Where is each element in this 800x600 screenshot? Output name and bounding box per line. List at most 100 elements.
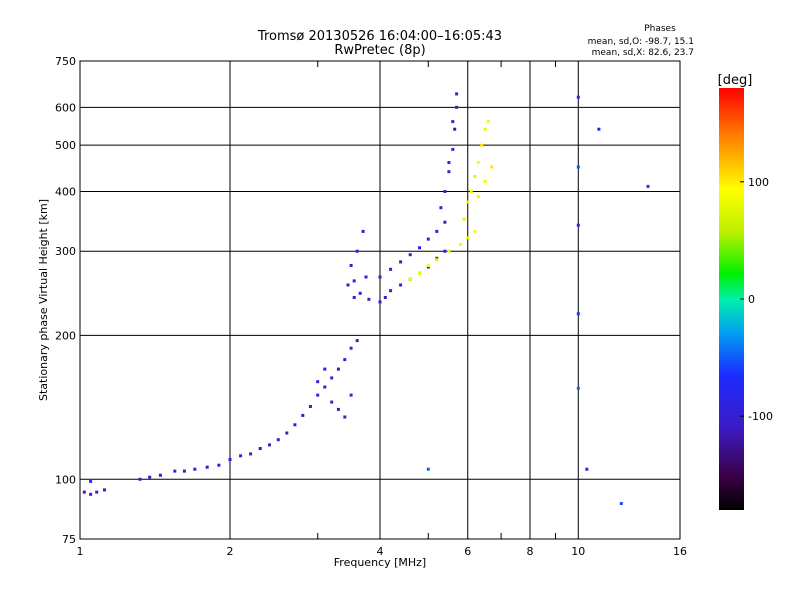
data-point [389, 267, 393, 271]
data-point [439, 206, 443, 210]
colorbar-ticks: -100 0 100 [740, 176, 773, 423]
data-point [389, 289, 393, 293]
data-point [239, 454, 243, 458]
data-point [182, 469, 186, 473]
y-tick-label: 400 [55, 185, 76, 198]
x-tick-label: 8 [527, 545, 534, 558]
data-point [453, 127, 457, 131]
data-point [447, 249, 451, 253]
data-point [323, 385, 327, 389]
data-point [330, 400, 334, 404]
data-point [418, 271, 421, 275]
data-point [378, 300, 382, 304]
data-point [367, 297, 371, 301]
data-point [426, 264, 430, 267]
data-point [443, 220, 447, 224]
colorbar-tick-label: -100 [748, 410, 773, 423]
data-point [336, 367, 340, 371]
data-point [89, 492, 93, 496]
phases-x-stats: mean, sd,X: 82.6, 23.7 [592, 48, 694, 58]
data-point [301, 413, 305, 417]
data-point [480, 143, 484, 147]
x-tick-label: 2 [227, 545, 234, 558]
data-point [447, 170, 451, 174]
data-point [217, 463, 221, 467]
data-point [316, 393, 320, 397]
data-point [293, 423, 297, 427]
data-point [349, 393, 353, 397]
data-point [399, 260, 403, 264]
data-point [346, 283, 350, 287]
data-point [399, 283, 403, 287]
data-point [462, 217, 466, 221]
data-point [443, 249, 447, 253]
plot-area: 1 2 4 6 8 10 16 75 100 200 300 400 500 600 750 [55, 55, 687, 558]
data-point [95, 490, 99, 494]
data-point [323, 367, 327, 371]
data-point [585, 467, 589, 471]
data-point [268, 443, 271, 447]
data-point [473, 229, 477, 233]
data-point [451, 147, 455, 151]
data-point [646, 184, 650, 188]
data-point [364, 275, 368, 279]
colorbar-gradient [719, 88, 744, 510]
phases-heading: Phases [644, 24, 676, 34]
data-point [193, 467, 197, 471]
data-point [258, 447, 262, 450]
data-point [490, 165, 494, 169]
chart-subtitle: RwPretec (8p) [334, 43, 425, 58]
colorbar-tick-label: 0 [748, 293, 755, 306]
data-point [483, 179, 487, 183]
data-point [435, 229, 439, 233]
y-tick-label: 600 [55, 101, 76, 114]
data-point [435, 258, 439, 262]
axis-ticks: 1 2 4 6 8 10 16 75 100 200 300 400 500 600 750 [55, 55, 687, 558]
data-point [383, 296, 387, 299]
data-point [576, 223, 580, 227]
data-point [349, 264, 353, 267]
data-point [476, 161, 480, 164]
y-tick-label: 500 [55, 139, 76, 152]
data-point [486, 120, 490, 124]
data-point [355, 339, 359, 343]
data-point [476, 195, 480, 199]
y-tick-label: 750 [55, 55, 76, 68]
data-point [352, 296, 356, 299]
data-point [426, 237, 430, 241]
data-point [173, 469, 177, 473]
data-point [447, 161, 451, 164]
chart-title: Tromsø 20130526 16:04:00–16:05:43 [257, 29, 502, 44]
data-point [483, 127, 487, 131]
data-point [316, 380, 320, 384]
data-point [358, 291, 362, 295]
data-point [451, 120, 455, 124]
y-tick-label: 75 [62, 533, 76, 546]
data-point [619, 502, 623, 505]
data-point [443, 190, 447, 193]
data-point [249, 452, 253, 456]
colorbar: [deg] -100 0 100 [718, 73, 773, 510]
data-point [138, 477, 142, 481]
data-point [473, 175, 477, 178]
data-point [455, 92, 459, 96]
data-point [330, 376, 334, 380]
data-point [308, 405, 312, 408]
y-axis-label: Stationary phase Virtual Height [km] [37, 199, 50, 401]
data-point [103, 488, 106, 492]
data-point [336, 407, 340, 411]
data-point [458, 242, 462, 246]
data-point [378, 275, 382, 279]
y-tick-label: 300 [55, 245, 76, 258]
data-point [158, 473, 162, 477]
x-tick-label: 16 [673, 545, 687, 558]
data-point [82, 490, 86, 494]
data-point [355, 249, 359, 253]
data-point [576, 165, 580, 169]
data-point [148, 475, 152, 479]
data-point [285, 431, 289, 435]
data-point [352, 279, 356, 283]
data-point [576, 312, 580, 316]
data-point [349, 346, 353, 350]
